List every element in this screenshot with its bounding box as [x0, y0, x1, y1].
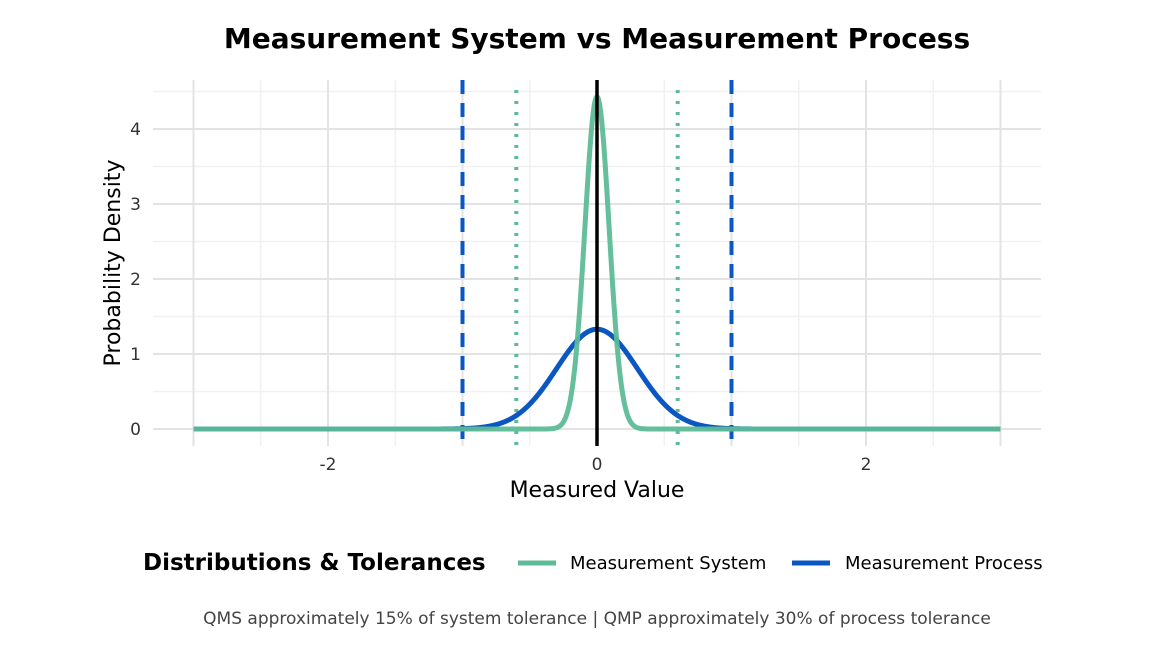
- y-tick-label: 4: [130, 120, 141, 140]
- chart-title: Measurement System vs Measurement Proces…: [224, 22, 970, 55]
- x-tick-label: -2: [320, 455, 337, 475]
- chart-caption: QMS approximately 15% of system toleranc…: [203, 609, 991, 629]
- legend-label-measurement-system: Measurement System: [570, 553, 766, 574]
- tick-labels: -2 0 2 0 1 2 3 4: [130, 120, 871, 475]
- reference-lines: [460, 80, 734, 446]
- x-axis-title: Measured Value: [510, 478, 685, 503]
- y-tick-label: 3: [130, 195, 141, 215]
- y-tick-label: 0: [130, 420, 141, 440]
- x-tick-label: 2: [861, 455, 872, 475]
- y-tick-label: 1: [130, 345, 141, 365]
- legend-title: Distributions & Tolerances: [143, 550, 486, 576]
- y-axis-title: Probability Density: [101, 160, 126, 367]
- legend: Distributions & Tolerances Measurement S…: [143, 550, 1043, 576]
- y-tick-label: 2: [130, 270, 141, 290]
- legend-label-measurement-process: Measurement Process: [845, 553, 1043, 574]
- x-tick-label: 0: [592, 455, 603, 475]
